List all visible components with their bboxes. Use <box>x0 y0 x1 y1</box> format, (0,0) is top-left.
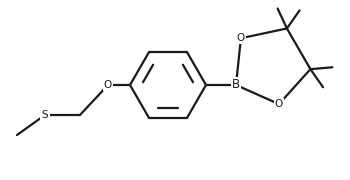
Text: B: B <box>232 78 240 91</box>
Text: O: O <box>104 80 112 90</box>
Text: O: O <box>275 99 283 109</box>
Text: O: O <box>237 33 245 43</box>
Text: S: S <box>42 110 48 120</box>
